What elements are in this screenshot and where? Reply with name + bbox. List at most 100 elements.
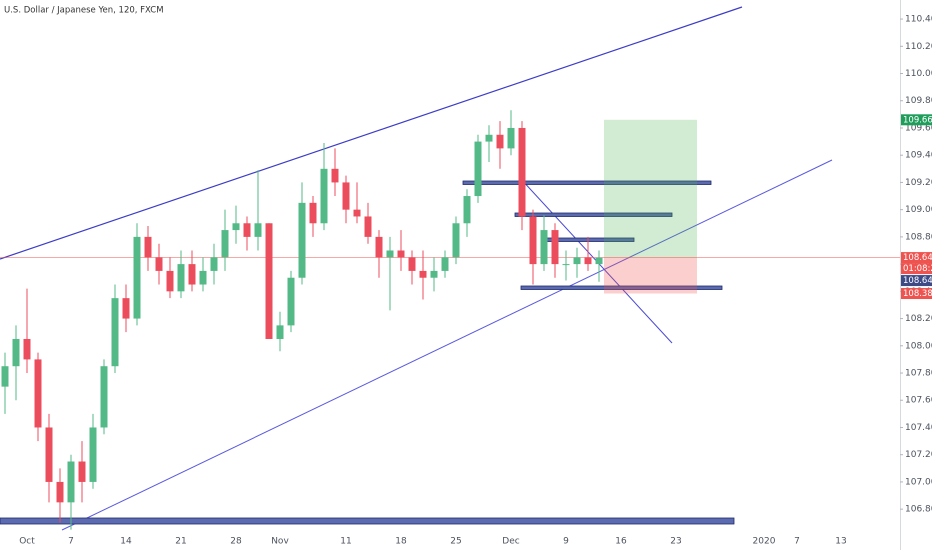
y-tick-label: 109.60: [905, 123, 932, 133]
price-tag-label: 108.384: [903, 289, 932, 299]
candle-body: [441, 257, 449, 271]
y-tick-label: 108.00: [905, 341, 932, 351]
y-tick-label: 109.00: [905, 205, 932, 215]
candle-body: [188, 264, 196, 285]
candle-body: [364, 216, 372, 237]
y-tick-label: 110.00: [905, 69, 932, 79]
x-tick-label: Dec: [502, 537, 519, 547]
zone: [514, 212, 673, 217]
candle-body: [474, 141, 482, 197]
candle-body: [540, 230, 548, 265]
x-tick-label: 13: [835, 537, 846, 547]
candle-body: [111, 298, 119, 367]
candle-body: [463, 196, 471, 224]
candle-body: [23, 338, 31, 360]
y-tick-label: 109.40: [905, 151, 932, 161]
x-tick-label: 9: [563, 537, 569, 547]
x-tick-label: 7: [68, 537, 74, 547]
candle-body: [562, 264, 570, 266]
candle-body: [529, 216, 537, 265]
zone: [462, 180, 712, 185]
y-tick-label: 107.60: [905, 396, 932, 406]
candle-body: [210, 257, 218, 271]
price-tag-label: 108.642: [903, 276, 932, 286]
candle-body: [342, 182, 350, 210]
candle-body: [331, 168, 339, 183]
candle-body: [34, 359, 42, 428]
candle-body: [232, 223, 240, 231]
drawings: [0, 6, 833, 531]
zone: [0, 517, 735, 525]
x-tick-label: 7: [794, 537, 800, 547]
candle-body: [133, 236, 141, 319]
y-tick-label: 107.00: [905, 477, 932, 487]
candle-body: [243, 223, 251, 237]
x-tick-label: Nov: [271, 537, 289, 547]
candle-body: [386, 250, 394, 258]
candle-body: [496, 134, 504, 149]
candle-body: [254, 223, 262, 237]
price-tag: [901, 252, 932, 264]
upper-trend-line: [0, 6, 743, 260]
x-tick-label: 14: [120, 537, 132, 547]
candle-body: [287, 277, 295, 326]
candle-body: [199, 270, 207, 285]
candle-body: [155, 257, 163, 271]
price-tag-label: 108.648: [903, 253, 932, 263]
candle-body: [518, 127, 526, 217]
candle-body: [122, 298, 130, 319]
candle-body: [276, 325, 284, 339]
candle-body: [177, 264, 185, 292]
candle-body: [551, 230, 559, 265]
zone: [520, 285, 723, 290]
countdown-tag: [901, 263, 932, 275]
candle-body: [67, 461, 75, 503]
y-tick-label: 108.20: [905, 314, 932, 324]
y-tick-label: 106.80: [905, 505, 932, 515]
stop-zone: [604, 257, 697, 294]
x-tick-label: 25: [450, 537, 461, 547]
price-tag: [901, 288, 932, 300]
candle-body: [353, 209, 361, 217]
candle-body: [166, 270, 174, 292]
price-tag: [901, 275, 932, 287]
candle-body: [221, 230, 229, 258]
y-tick-label: 107.80: [905, 369, 932, 379]
y-tick-label: 108.80: [905, 232, 932, 242]
candle-body: [298, 202, 306, 278]
candle-body: [265, 223, 273, 339]
x-tick-label: 28: [230, 537, 242, 547]
candle-body: [595, 257, 603, 265]
x-tick-label: 23: [670, 537, 681, 547]
candle-body: [144, 236, 152, 258]
y-tick-label: 110.20: [905, 42, 932, 52]
candle-body: [45, 427, 53, 482]
candle-body: [78, 461, 86, 482]
candle-body: [100, 366, 108, 428]
candle-body: [309, 202, 317, 224]
candle-body: [397, 250, 405, 258]
price-tag: [901, 114, 932, 126]
price-tag-label: 109.660: [903, 115, 932, 125]
y-tick-label: 109.20: [905, 178, 932, 188]
candle-body: [507, 127, 515, 149]
x-tick-label: 11: [340, 537, 351, 547]
candle-body: [430, 270, 438, 278]
candle-body: [375, 236, 383, 258]
x-tick-label: 21: [175, 537, 186, 547]
x-tick-label: 2020: [753, 537, 776, 547]
x-tick-label: 18: [395, 537, 407, 547]
y-tick-label: 110.40: [905, 15, 932, 25]
y-tick-label: 107.20: [905, 450, 932, 460]
countdown-label: 01:08:26: [903, 264, 932, 274]
y-tick-label: 107.40: [905, 423, 932, 433]
candle-body: [1, 366, 9, 387]
y-tick-label: 109.80: [905, 96, 932, 106]
x-tick-label: 16: [615, 537, 627, 547]
candle-body: [56, 481, 64, 503]
candle-body: [573, 257, 581, 265]
chart-title: U.S. Dollar / Japanese Yen, 120, FXCM: [4, 6, 164, 16]
candle-body: [89, 427, 97, 482]
